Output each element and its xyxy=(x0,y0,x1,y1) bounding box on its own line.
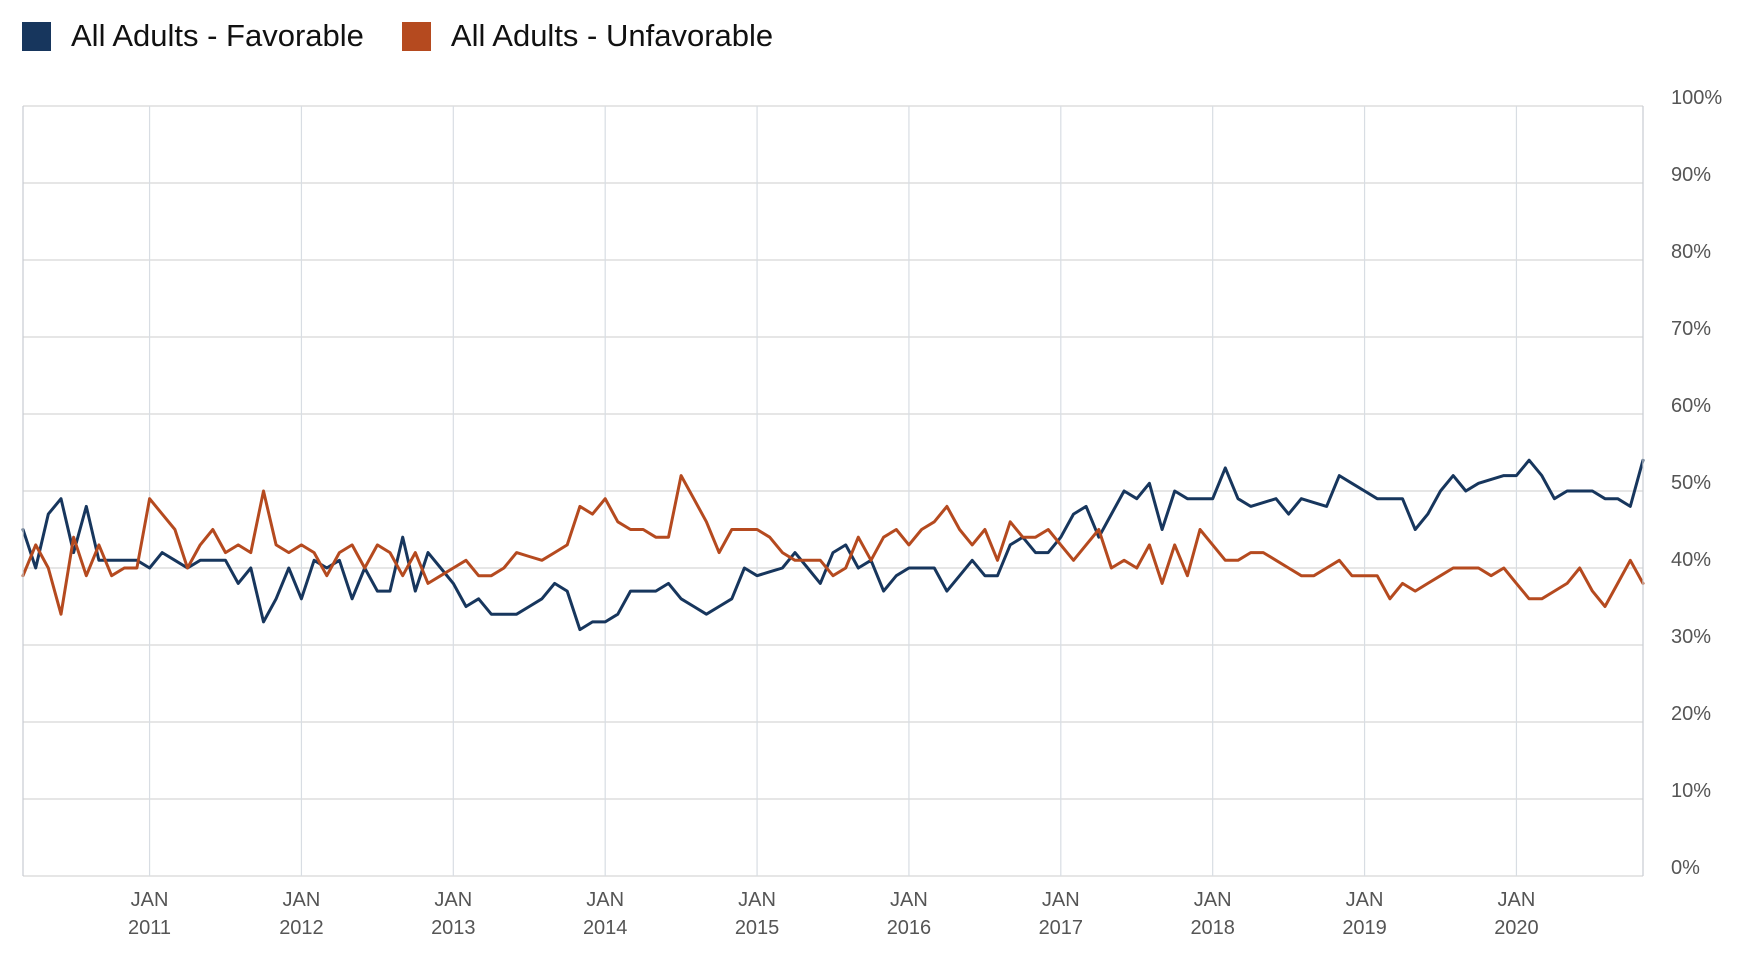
x-tick-month-label: JAN xyxy=(586,889,624,911)
y-tick-label: 100% xyxy=(1671,87,1722,109)
legend-label-unfavorable: All Adults - Unfavorable xyxy=(450,18,774,53)
y-tick-label: 80% xyxy=(1671,241,1711,263)
x-tick-year-label: 2016 xyxy=(887,917,932,939)
y-tick-label: 40% xyxy=(1671,549,1711,571)
x-tick-year-label: 2018 xyxy=(1190,917,1235,939)
y-tick-label: 50% xyxy=(1671,472,1711,494)
y-tick-label: 10% xyxy=(1671,780,1711,802)
chart-legend: All Adults - Favorable All Adults - Unfa… xyxy=(22,14,811,58)
x-tick-month-label: JAN xyxy=(131,889,169,911)
x-tick-month-label: JAN xyxy=(434,889,472,911)
axes: 0% 10% 20% 30% 40% 50% 60% 70% 80% 90% 100% JAN 2011… xyxy=(22,87,1722,939)
legend-label-favorable: All Adults - Favorable xyxy=(71,18,364,53)
x-tick-month-label: JAN xyxy=(1498,889,1536,911)
legend-swatch-unfavorable xyxy=(401,21,431,51)
y-tick-label: 60% xyxy=(1671,395,1711,417)
legend-item-favorable[interactable]: All Adults - Favorable xyxy=(22,18,364,54)
series-layer xyxy=(21,458,1645,632)
y-tick-label: 0% xyxy=(1671,857,1700,879)
y-tick-label: 90% xyxy=(1671,164,1711,186)
x-tick-year-label: 2015 xyxy=(735,917,780,939)
x-tick-year-label: 2014 xyxy=(583,917,628,939)
x-tick-month-label: JAN xyxy=(283,889,321,911)
x-tick-month-label: JAN xyxy=(890,889,928,911)
x-tick-month-label: JAN xyxy=(1346,889,1384,911)
x-tick-month-label: JAN xyxy=(738,889,776,911)
legend-swatch-favorable xyxy=(22,21,51,51)
series-line-unfavorable xyxy=(21,474,1645,616)
x-tick-year-label: 2019 xyxy=(1342,917,1387,939)
x-tick-year-label: 2011 xyxy=(128,917,171,939)
x-tick-year-label: 2017 xyxy=(1039,917,1084,939)
y-tick-label: 20% xyxy=(1671,703,1711,725)
x-tick-year-label: 2020 xyxy=(1494,917,1539,939)
y-tick-label: 70% xyxy=(1671,318,1711,340)
legend-item-unfavorable[interactable]: All Adults - Unfavorable xyxy=(401,18,774,54)
series-line-favorable xyxy=(21,458,1645,632)
y-tick-label: 30% xyxy=(1671,626,1711,648)
x-tick-year-label: 2013 xyxy=(431,917,476,939)
x-tick-month-label: JAN xyxy=(1042,889,1080,911)
x-tick-year-label: 2012 xyxy=(279,917,324,939)
x-tick-month-label: JAN xyxy=(1194,889,1232,911)
grid xyxy=(23,105,1643,877)
